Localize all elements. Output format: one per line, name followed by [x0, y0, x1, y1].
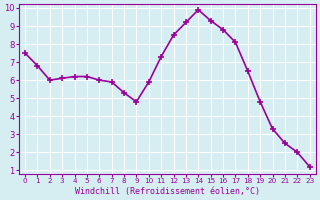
X-axis label: Windchill (Refroidissement éolien,°C): Windchill (Refroidissement éolien,°C) [75, 187, 260, 196]
